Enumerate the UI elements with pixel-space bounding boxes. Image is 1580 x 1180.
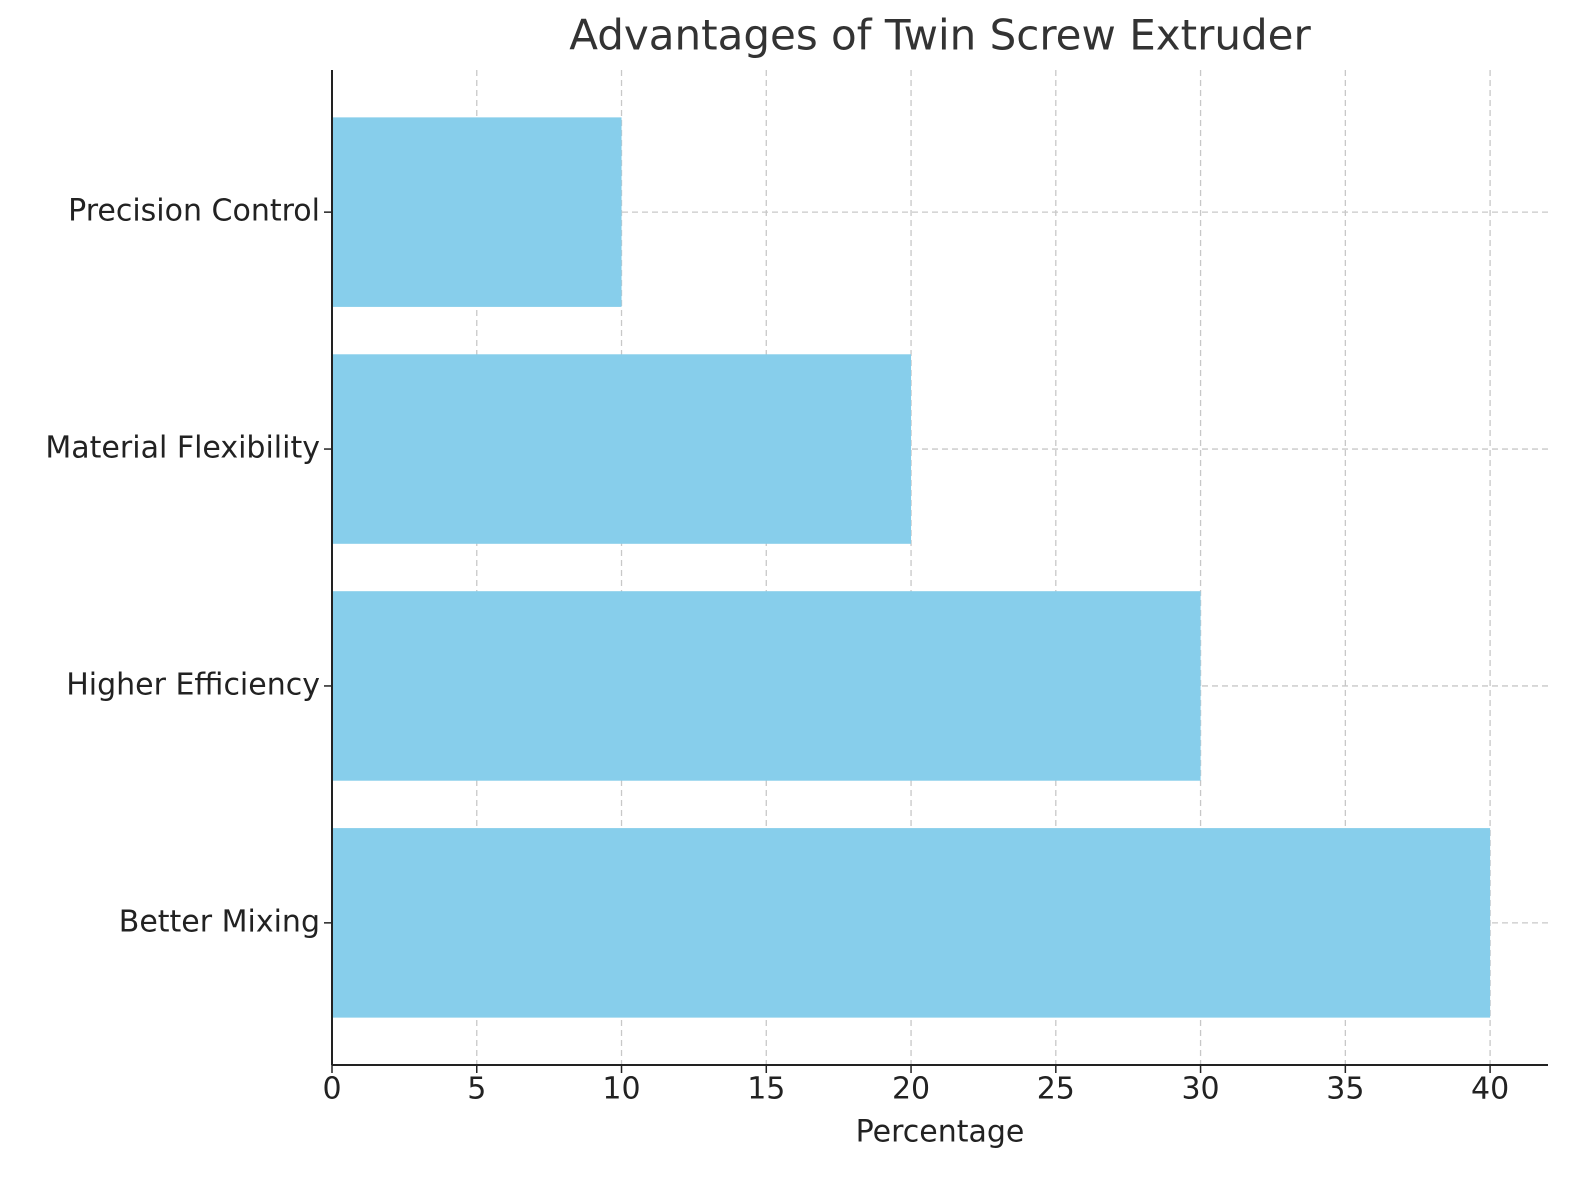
bar (332, 354, 912, 544)
y-tick-label: Precision Control (68, 194, 320, 229)
x-tick-label: 5 (467, 1072, 486, 1107)
x-tick-label: 30 (1181, 1072, 1219, 1107)
y-tick-label: Better Mixing (119, 904, 320, 939)
x-tick-label: 25 (1037, 1072, 1075, 1107)
bar (332, 591, 1201, 781)
x-tick-label: 0 (322, 1072, 341, 1107)
y-tick-label: Material Flexibility (45, 431, 320, 466)
y-tick-label: Higher Efficiency (66, 667, 320, 702)
bar (332, 117, 622, 307)
x-axis-label: Percentage (856, 1115, 1025, 1150)
x-tick-label: 35 (1326, 1072, 1364, 1107)
x-tick-label: 10 (602, 1072, 640, 1107)
x-tick-label: 20 (892, 1072, 930, 1107)
chart-title: Advantages of Twin Screw Extruder (569, 11, 1311, 60)
bar (332, 828, 1491, 1018)
x-tick-label: 15 (747, 1072, 785, 1107)
x-tick-label: 40 (1471, 1072, 1509, 1107)
